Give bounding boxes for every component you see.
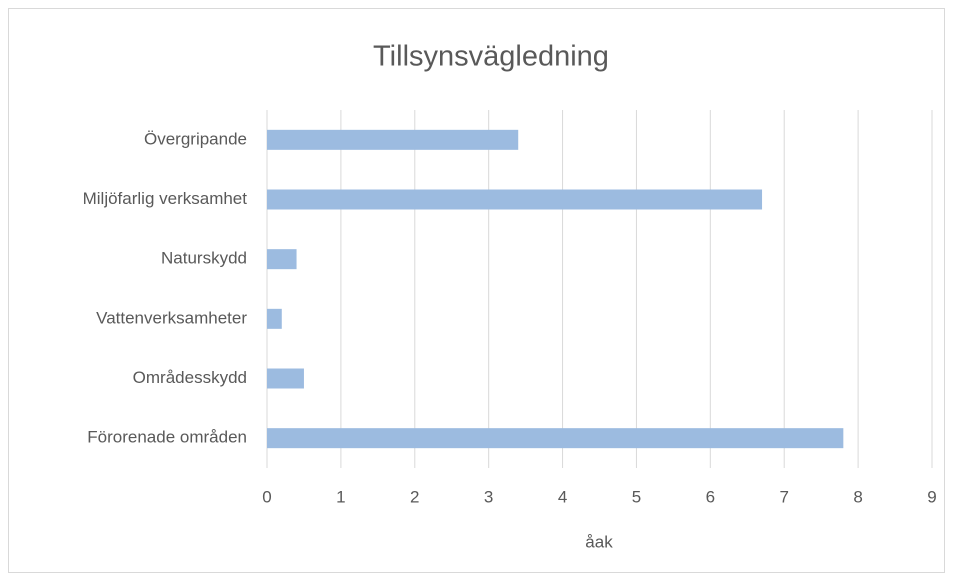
- x-tick-label: 2: [410, 487, 419, 506]
- x-tick-label: 3: [484, 487, 493, 506]
- x-tick-label: 0: [262, 487, 271, 506]
- bar: [267, 249, 297, 270]
- bar: [267, 368, 304, 389]
- y-tick-label: Förorenade områden: [87, 428, 247, 447]
- x-tick-label: 4: [558, 487, 567, 506]
- y-tick-label: Områdesskydd: [133, 368, 247, 387]
- x-tick-label: 9: [927, 487, 936, 506]
- x-axis-label: åak: [585, 532, 613, 551]
- y-tick-label: Miljöfarlig verksamhet: [83, 189, 248, 208]
- y-tick-label: Vattenverksamheter: [96, 308, 247, 327]
- x-tick-label: 8: [853, 487, 862, 506]
- bar: [267, 189, 763, 210]
- bar: [267, 428, 844, 449]
- bar: [267, 129, 519, 150]
- x-tick-label: 6: [706, 487, 715, 506]
- x-tick-label: 5: [632, 487, 641, 506]
- bar: [267, 308, 282, 329]
- y-tick-label: Övergripande: [144, 129, 247, 148]
- y-tick-label: Naturskydd: [161, 249, 247, 268]
- x-tick-label: 7: [779, 487, 788, 506]
- chart-title: Tillsynsvägledning: [373, 41, 609, 73]
- x-tick-label: 1: [336, 487, 345, 506]
- chart-border: [8, 8, 945, 573]
